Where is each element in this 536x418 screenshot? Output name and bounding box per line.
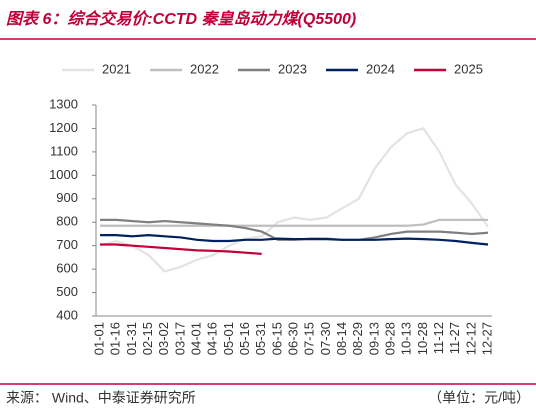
x-tick-label: 01-31 xyxy=(124,322,139,355)
x-tick-label: 02-15 xyxy=(140,322,155,355)
x-tick-label: 08-14 xyxy=(334,322,349,355)
source: 来源： Wind、中泰证券研究所 xyxy=(6,390,196,406)
y-tick-label: 900 xyxy=(56,190,78,205)
y-tick-label: 1000 xyxy=(49,167,78,182)
x-tick-label: 10-28 xyxy=(415,322,430,355)
series-line xyxy=(99,127,489,273)
x-tick-label: 04-16 xyxy=(205,322,220,355)
series-line xyxy=(100,234,489,246)
x-tick-label: 12-12 xyxy=(463,322,478,355)
chart-title: 图表 6：综合交易价:CCTD 秦皇岛动力煤(Q5500) xyxy=(6,10,356,28)
x-tick-label: 07-30 xyxy=(318,322,333,355)
y-tick-label: 1200 xyxy=(49,120,78,135)
legend-label: 2023 xyxy=(278,61,307,76)
x-tick-label: 05-16 xyxy=(237,322,252,355)
legend-label: 2021 xyxy=(102,61,131,76)
x-tick-label: 08-29 xyxy=(350,322,365,355)
x-tick-label: 06-15 xyxy=(269,322,284,355)
y-tick-label: 400 xyxy=(56,307,78,322)
x-tick-label: 12-27 xyxy=(479,322,494,355)
x-tick-label: 11-12 xyxy=(431,322,446,354)
legend-label: 2024 xyxy=(366,61,395,76)
series-line xyxy=(100,218,488,227)
y-tick-label: 600 xyxy=(56,261,78,276)
x-tick-label: 07-15 xyxy=(302,322,317,355)
series-line xyxy=(100,243,262,255)
x-tick-label: 01-01 xyxy=(91,322,106,355)
x-tick-label: 01-16 xyxy=(108,322,123,355)
x-tick-label: 09-28 xyxy=(382,322,397,355)
y-tick-label: 1100 xyxy=(50,143,78,158)
x-tick-label: 03-02 xyxy=(156,322,171,355)
unit: （单位：元/吨） xyxy=(428,390,530,406)
x-tick-label: 09-13 xyxy=(366,322,381,355)
x-tick-label: 04-01 xyxy=(188,322,203,355)
legend-label: 2025 xyxy=(454,61,483,76)
y-tick-label: 1300 xyxy=(49,96,78,111)
legend-label: 2022 xyxy=(190,61,219,76)
x-tick-label: 03-17 xyxy=(172,322,187,355)
x-tick-label: 05-31 xyxy=(253,322,268,355)
x-tick-label: 11-27 xyxy=(447,322,462,354)
y-tick-label: 500 xyxy=(56,284,78,299)
x-tick-label: 05-01 xyxy=(221,322,236,355)
y-tick-label: 700 xyxy=(56,237,78,252)
x-tick-label: 06-30 xyxy=(285,322,300,355)
y-tick-label: 800 xyxy=(56,214,78,229)
x-tick-label: 10-13 xyxy=(399,322,414,355)
